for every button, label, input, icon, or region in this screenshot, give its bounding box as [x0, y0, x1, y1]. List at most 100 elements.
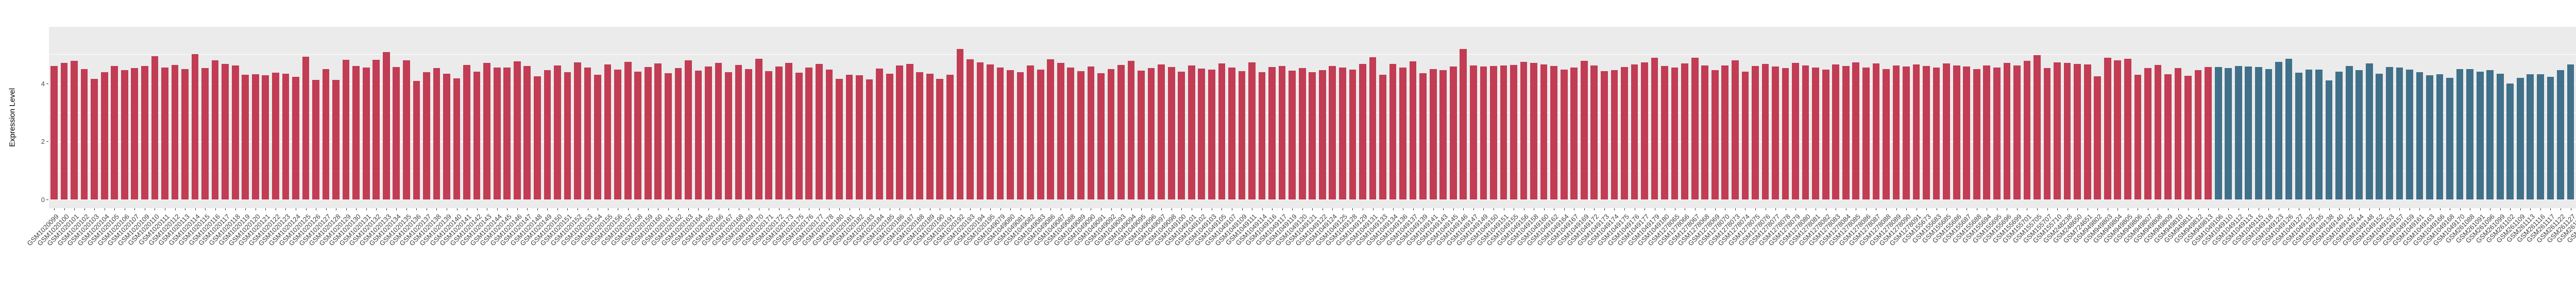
bar [1601, 71, 1608, 200]
bar [2245, 67, 2252, 200]
x-axis-tick [396, 208, 397, 210]
bar [1852, 62, 1860, 200]
bar [322, 69, 330, 200]
x-axis-tick [2540, 208, 2541, 210]
bar [2396, 68, 2403, 200]
x-axis-tick [1694, 208, 1696, 210]
x-axis-tick [2510, 208, 2511, 210]
x-axis-tick [2097, 208, 2098, 210]
x-axis-tick [1443, 208, 1444, 210]
x-axis-tick [285, 208, 286, 210]
bar [725, 72, 732, 200]
x-axis-tick [215, 208, 216, 210]
x-axis-tick [728, 208, 729, 210]
x-axis-tick [2530, 208, 2531, 210]
bar [2184, 75, 2192, 200]
x-axis-tick [1372, 208, 1374, 210]
x-axis-tick [416, 208, 417, 210]
bar [302, 56, 310, 200]
x-axis-tick [94, 208, 95, 210]
y-axis-tick [46, 141, 48, 142]
bar [1349, 69, 1357, 200]
bar [1903, 67, 1910, 200]
bar [1318, 70, 1326, 200]
bar [1278, 65, 1286, 200]
bar [1439, 70, 1447, 200]
bar [1258, 72, 1266, 200]
bar [2416, 72, 2424, 200]
x-axis-tick [1735, 208, 1736, 210]
bar [60, 62, 68, 200]
bar [272, 72, 279, 200]
bar [554, 65, 561, 200]
bar [312, 80, 319, 200]
bar [121, 70, 128, 200]
bar [1167, 67, 1175, 200]
bar [2376, 74, 2383, 200]
x-axis-tick [2339, 208, 2340, 210]
x-axis-tick [235, 208, 236, 210]
bar [644, 67, 652, 200]
x-axis-tick [436, 208, 437, 210]
bar [836, 79, 843, 200]
x-axis-tick [366, 208, 367, 210]
x-axis-tick [225, 208, 226, 210]
bar [1289, 70, 1296, 200]
bar [584, 67, 591, 200]
bar [2557, 70, 2564, 200]
x-axis-tick [1795, 208, 1797, 210]
x-axis-tick [1302, 208, 1303, 210]
x-axis-tick [1433, 208, 1434, 210]
bar [1268, 67, 1276, 200]
x-axis-tick [1272, 208, 1273, 210]
x-axis-tick [2067, 208, 2068, 210]
bar [1701, 65, 1709, 200]
x-axis-tick [648, 208, 649, 210]
x-axis-tick [406, 208, 407, 210]
bar [946, 74, 954, 200]
bar [2164, 74, 2172, 200]
bar [2345, 65, 2353, 200]
bar [1016, 72, 1024, 200]
bar [131, 68, 139, 200]
bar [775, 67, 783, 200]
x-axis-tick [54, 208, 55, 210]
bar [1611, 70, 1618, 200]
bar [825, 70, 833, 200]
bar [755, 58, 762, 200]
bar [2275, 61, 2282, 200]
x-axis-tick [1946, 208, 1947, 210]
y-axis-title: Expression Level [8, 88, 17, 147]
bar [181, 69, 189, 200]
bar [503, 68, 511, 200]
bar [2436, 74, 2444, 200]
bar [1842, 65, 1850, 200]
bar [664, 73, 672, 200]
bar [1007, 70, 1014, 200]
x-axis-tick [114, 208, 115, 210]
bar [1560, 69, 1568, 200]
bar [91, 78, 98, 200]
x-axis-tick [2268, 208, 2269, 210]
x-axis-tick [1896, 208, 1897, 210]
bar [896, 65, 904, 200]
bar [2104, 57, 2111, 200]
bar [1621, 67, 1628, 200]
bar [2023, 61, 2031, 200]
bar [916, 72, 924, 200]
bar [765, 71, 773, 200]
bar [1540, 64, 1548, 200]
x-axis-tick [708, 208, 709, 210]
x-axis-tick [1453, 208, 1454, 210]
x-axis-tick [386, 208, 387, 210]
bar [1912, 64, 1920, 200]
y-tick-label: 0 [41, 196, 45, 204]
bar [2265, 69, 2273, 200]
bar [976, 62, 984, 200]
bar [906, 64, 913, 200]
bar [1651, 58, 1658, 200]
bar [473, 72, 481, 200]
x-axis-tick [1624, 208, 1625, 210]
x-axis-tick [497, 208, 498, 210]
x-axis-tick [2198, 208, 2199, 210]
